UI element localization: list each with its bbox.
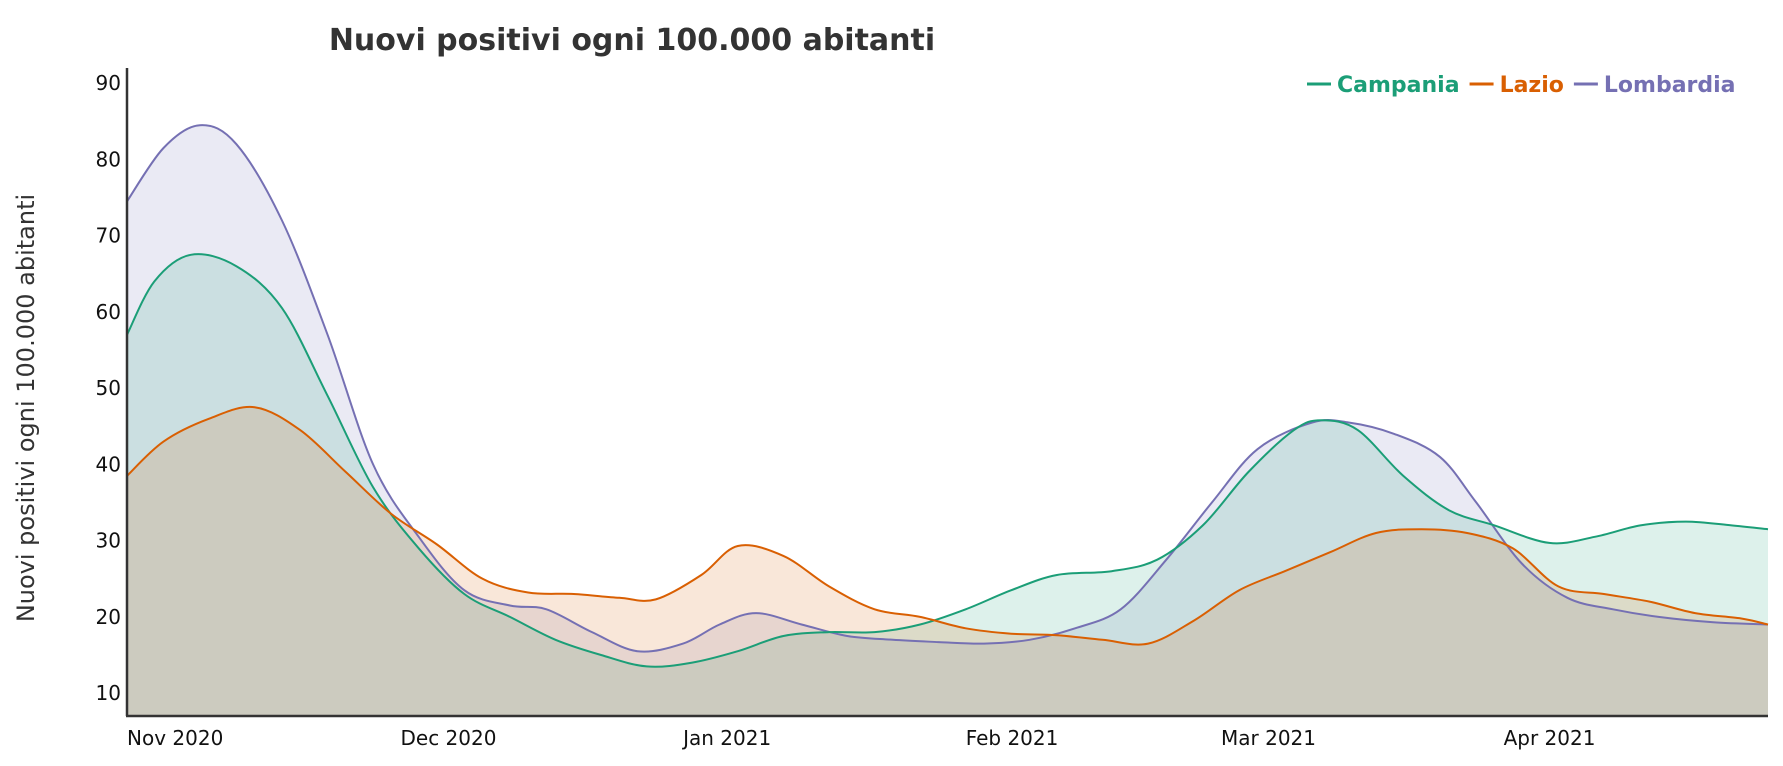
x-tick-label: Nov 2020 <box>127 726 223 750</box>
x-tick-label: Jan 2021 <box>681 726 771 750</box>
y-tick-label: 10 <box>96 681 121 705</box>
x-axis-ticks: Nov 2020 Dec 2020 Jan 2021 Feb 2021 Mar 2021… <box>127 726 1595 750</box>
legend-label: Lombardia <box>1604 73 1736 98</box>
line-campania <box>126 253 1769 668</box>
area-campania <box>127 254 1768 717</box>
area-lazio <box>127 406 1768 716</box>
legend-item-lombardia: Lombardia <box>1573 73 1736 98</box>
y-tick-label: 50 <box>96 376 121 400</box>
legend: Campania Lazio Lombardia <box>1307 73 1736 98</box>
legend-label: Campania <box>1337 73 1460 98</box>
chart-title: Nuovi positivi ogni 100.000 abitanti <box>329 23 935 58</box>
legend-item-lazio: Lazio <box>1469 73 1564 98</box>
line-lazio <box>126 405 1769 646</box>
area-lombardia <box>127 125 1768 717</box>
y-axis-label: Nuovi positivi ogni 100.000 abitanti <box>12 194 40 622</box>
y-tick-label: 20 <box>96 605 121 629</box>
y-tick-label: 30 <box>96 529 121 553</box>
x-tick-label: Apr 2021 <box>1504 726 1596 750</box>
y-tick-label: 80 <box>96 148 121 172</box>
series-areas <box>127 125 1768 717</box>
y-tick-label: 90 <box>96 71 121 95</box>
x-tick-label: Dec 2020 <box>401 726 497 750</box>
y-axis-ticks: 10 20 30 40 50 60 70 80 90 <box>96 71 121 705</box>
line-lombardia <box>126 124 1769 653</box>
legend-item-campania: Campania <box>1307 73 1460 98</box>
series-lines <box>126 124 1769 668</box>
y-tick-label: 60 <box>96 300 121 324</box>
x-tick-label: Feb 2021 <box>966 726 1059 750</box>
y-tick-label: 40 <box>96 452 121 476</box>
x-tick-label: Mar 2021 <box>1221 726 1316 750</box>
y-tick-label: 70 <box>96 224 121 248</box>
legend-label: Lazio <box>1500 73 1564 98</box>
